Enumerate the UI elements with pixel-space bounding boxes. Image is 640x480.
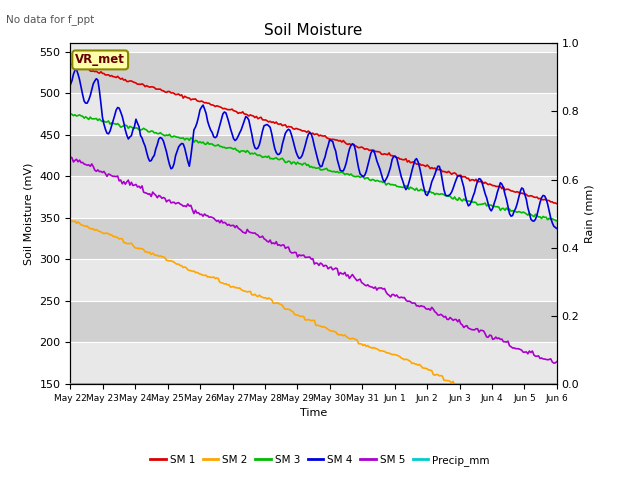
Bar [70,176,557,218]
Text: No data for f_ppt: No data for f_ppt [6,14,95,25]
Bar [70,342,557,384]
X-axis label: Time: Time [300,408,327,418]
Title: Soil Moisture: Soil Moisture [264,23,363,38]
Bar [70,134,557,176]
Y-axis label: Soil Moisture (mV): Soil Moisture (mV) [24,162,34,265]
Bar [70,259,557,301]
Text: VR_met: VR_met [76,53,125,66]
Y-axis label: Rain (mm): Rain (mm) [585,184,595,243]
Bar [70,51,557,93]
Bar [70,301,557,342]
Legend: SM 1, SM 2, SM 3, SM 4, SM 5, Precip_mm: SM 1, SM 2, SM 3, SM 4, SM 5, Precip_mm [146,451,494,470]
Bar [70,93,557,134]
Bar [70,218,557,259]
